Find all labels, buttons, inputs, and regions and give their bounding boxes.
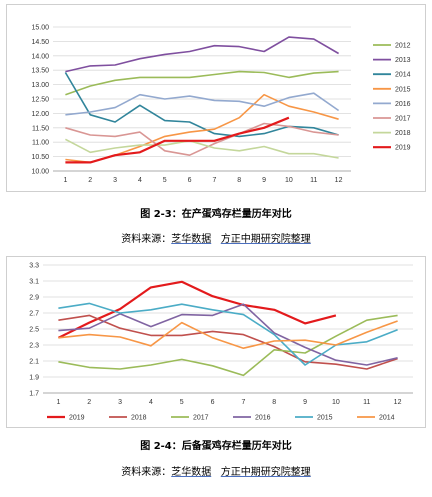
x-tick-label: 2 (88, 177, 92, 184)
legend-item-2019: 2019 (373, 145, 411, 152)
legend-item-2018: 2018 (109, 415, 147, 422)
x-tick-label: 12 (394, 399, 402, 406)
legend-item-2016: 2016 (373, 101, 411, 108)
legend-label: 2019 (69, 415, 85, 422)
x-tick-label: 9 (303, 399, 307, 406)
source-prefix: 资料来源： (121, 467, 172, 478)
series-line-2015 (58, 302, 398, 366)
legend-label: 2019 (395, 145, 411, 152)
x-tick-label: 7 (241, 399, 245, 406)
series-line-2019 (57, 280, 337, 339)
y-tick-label: 11.50 (32, 125, 49, 132)
series-line-2014 (58, 320, 398, 349)
legend-label: 2016 (255, 415, 271, 422)
x-tick-label: 9 (262, 177, 266, 184)
figure-2-3-caption: 图 2-3：在产蛋鸡存栏量历年对比 (140, 209, 292, 220)
legend-label: 2016 (395, 101, 411, 108)
x-tick-label: 6 (211, 399, 215, 406)
figure-2-4-source: 资料来源：芝华数据 方正中期研究院整理 (0, 463, 432, 478)
legend-label: 2015 (395, 86, 411, 93)
y-tick-label: 13.00 (31, 82, 49, 89)
y-tick-label: 14.50 (31, 39, 49, 46)
series-line-2019 (65, 116, 290, 164)
series-line-2013 (65, 36, 340, 73)
series-line-2016 (58, 303, 398, 366)
x-tick-label: 11 (310, 177, 317, 184)
legend-label: 2018 (131, 415, 147, 422)
series-line-2017 (65, 122, 339, 156)
x-tick-label: 1 (63, 177, 67, 184)
source-organizer: 方正中期研究院整理 (220, 234, 311, 245)
legend-item-2015: 2015 (373, 86, 411, 93)
legend-label: 2017 (193, 415, 209, 422)
y-tick-label: 3.3 (29, 263, 39, 270)
y-tick-label: 1.7 (29, 391, 39, 398)
x-tick-label: 11 (363, 399, 370, 406)
x-tick-label: 10 (332, 399, 340, 406)
y-tick-label: 13.50 (31, 68, 49, 75)
chart-1-panel: 10.00 10.50 11.00 11.50 12.00 12.50 13.00 13.50… (6, 4, 426, 192)
x-tick-label: 8 (237, 177, 241, 184)
y-tick-label: 11.00 (32, 140, 49, 147)
y-tick-label: 2.1 (29, 359, 39, 366)
legend-label: 2015 (317, 415, 333, 422)
source-prefix: 资料来源： (121, 234, 172, 245)
y-tick-label: 10.00 (31, 169, 49, 176)
x-tick-label: 10 (285, 177, 293, 184)
chart-2-panel: 1.7 1.9 2.1 2.3 2.5 2.7 2.9 3.1 3.3 1 2 3 4 5 6 7 8 9 10 11… (6, 256, 426, 428)
x-tick-label: 7 (212, 177, 216, 184)
legend-item-2012: 2012 (373, 43, 411, 50)
y-tick-label: 3.1 (29, 279, 39, 286)
series-line-2018 (65, 138, 339, 159)
series-line-2016 (65, 92, 340, 116)
legend-label: 2014 (379, 415, 395, 422)
legend-label: 2012 (395, 43, 411, 50)
legend-item-2014: 2014 (373, 72, 411, 79)
legend-item-2013: 2013 (373, 57, 411, 64)
x-tick-label: 3 (113, 177, 117, 184)
legend-item-2015: 2015 (295, 415, 333, 422)
source-organizer: 方正中期研究院整理 (220, 467, 311, 478)
legend-item-2017: 2017 (171, 415, 209, 422)
legend-label: 2013 (395, 57, 411, 64)
x-tick-label: 12 (335, 177, 343, 184)
legend-item-2014: 2014 (357, 415, 395, 422)
y-tick-label: 1.9 (29, 375, 39, 382)
x-tick-label: 3 (118, 399, 122, 406)
legend-label: 2017 (395, 116, 411, 123)
y-tick-label: 2.7 (29, 311, 39, 318)
x-tick-label: 4 (149, 399, 153, 406)
x-tick-label: 4 (138, 177, 142, 184)
x-tick-label: 2 (87, 399, 91, 406)
series-line-2017 (58, 314, 398, 377)
x-tick-label: 6 (188, 177, 192, 184)
legend-item-2018: 2018 (373, 130, 411, 137)
x-tick-label: 8 (272, 399, 276, 406)
legend-item-2019: 2019 (47, 415, 85, 422)
x-tick-label: 5 (180, 399, 184, 406)
x-tick-label: 1 (56, 399, 60, 406)
source-vendor: 芝华数据 (171, 467, 212, 478)
legend-label: 2014 (395, 72, 411, 79)
x-tick-label: 5 (163, 177, 167, 184)
series-line-2018 (58, 314, 398, 370)
y-tick-label: 14.00 (31, 53, 49, 60)
y-tick-label: 10.50 (31, 154, 49, 161)
y-tick-label: 2.9 (29, 295, 39, 302)
figure-2-4-caption: 图 2-4：后备蛋鸡存栏量历年对比 (140, 441, 292, 452)
y-tick-label: 2.3 (29, 343, 39, 350)
legend-item-2017: 2017 (373, 116, 411, 123)
series-line-2012 (65, 70, 339, 96)
y-tick-label: 12.50 (31, 97, 49, 104)
source-vendor: 芝华数据 (171, 234, 212, 245)
legend-item-2016: 2016 (233, 415, 271, 422)
chart-2-svg: 1.71.92.12.32.52.72.93.13.31 2 3 4 5 6 7 8 9 10 11… (29, 263, 413, 422)
legend-label: 2018 (395, 130, 411, 137)
y-tick-label: 15.00 (31, 25, 49, 32)
figure-2-3-source: 资料来源：芝华数据 方正中期研究院整理 (0, 230, 432, 245)
chart-1-svg: 10.00 10.50 11.00 11.50 12.00 12.50 13.00 13.50… (31, 25, 411, 185)
y-tick-label: 2.5 (29, 327, 39, 334)
y-tick-label: 12.00 (31, 111, 49, 118)
